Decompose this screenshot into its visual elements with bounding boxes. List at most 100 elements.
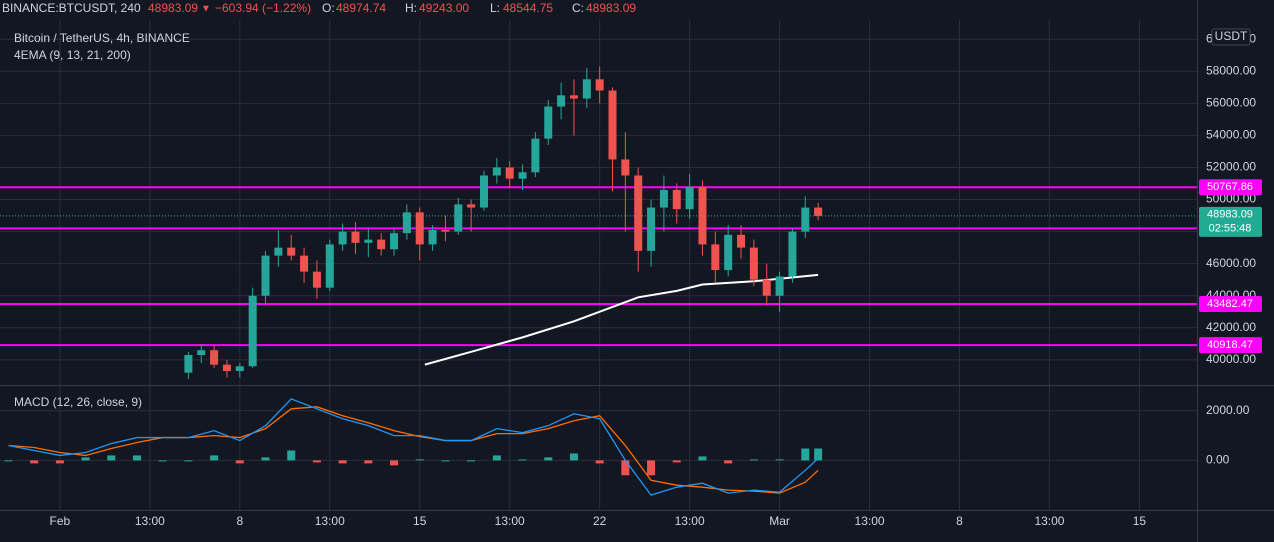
macd-legend: MACD (12, 26, close, 9) — [14, 395, 142, 409]
macd-histogram-bar — [390, 460, 399, 466]
x-tick-label: 13:00 — [495, 514, 525, 528]
x-tick-label: 8 — [236, 514, 243, 528]
level-badge — [1199, 296, 1262, 313]
macd-histogram-bar — [312, 460, 321, 463]
change: −603.94 (−1.22%) — [215, 1, 311, 15]
macd-tick-label: 0.00 — [1206, 453, 1230, 467]
open-label: O: — [322, 1, 335, 15]
macd-histogram-bar — [30, 460, 39, 464]
candle-body — [814, 207, 823, 216]
macd-histogram-bar — [595, 460, 604, 464]
macd-histogram-bar — [210, 455, 219, 461]
ema-line — [424, 273, 819, 366]
x-tick-label: 13:00 — [135, 514, 165, 528]
macd-histogram-bar — [338, 460, 347, 464]
macd-histogram-bar — [261, 457, 270, 461]
candle-body — [261, 255, 270, 296]
macd-histogram-bar — [814, 448, 823, 461]
y-tick-label: 58000.00 — [1206, 63, 1256, 77]
symbol: BINANCE:BTCUSDT, 240 — [2, 1, 141, 15]
macd-histogram-bar — [287, 450, 296, 461]
last-price-badge — [1199, 206, 1262, 237]
macd-histogram-bar — [467, 460, 476, 462]
x-tick-label: 13:00 — [855, 514, 885, 528]
candle-body — [197, 350, 206, 356]
macd-histogram-bar — [235, 460, 244, 464]
candle-body — [659, 189, 668, 208]
last-price-label: 48983.09 — [1207, 209, 1253, 221]
candle-body — [235, 366, 244, 372]
macd-histogram-bar — [107, 455, 116, 461]
down-arrow: ▼ — [201, 4, 211, 15]
candle-body — [505, 167, 514, 179]
macd-pane — [4, 398, 823, 496]
high-value: 49243.00 — [419, 1, 469, 15]
candle-body — [351, 231, 360, 243]
candle-body — [428, 229, 437, 245]
candle-body — [698, 186, 707, 245]
candle-body — [222, 364, 231, 372]
candle-body — [711, 244, 720, 271]
y-tick-label: 52000.00 — [1206, 160, 1256, 174]
candle-body — [634, 175, 643, 251]
macd-histogram-bar — [184, 460, 193, 462]
macd-histogram-bar — [518, 459, 527, 461]
candle-body — [364, 239, 373, 243]
close-value: 48983.09 — [586, 1, 636, 15]
close-label: C: — [572, 1, 584, 15]
candle-body — [479, 175, 488, 208]
last-price: 48983.09 — [148, 1, 198, 15]
candle-body — [300, 255, 309, 272]
candle-body — [582, 79, 591, 99]
candle-body — [557, 95, 566, 107]
macd-histogram-bar — [647, 460, 656, 476]
candle-body — [467, 204, 476, 208]
candle-body — [287, 247, 296, 256]
level-label: 50767.86 — [1207, 181, 1253, 193]
macd-histogram-bar — [801, 448, 810, 461]
x-tick-label: 15 — [413, 514, 427, 528]
candle-body — [518, 172, 527, 179]
y-tick-label: 42000.00 — [1206, 320, 1256, 334]
candle-body — [325, 244, 334, 288]
candle-body — [608, 90, 617, 160]
low-label: L: — [490, 1, 500, 15]
macd-histogram-bar — [81, 457, 90, 461]
y-tick-label: 40000.00 — [1206, 352, 1256, 366]
x-tick-label: Mar — [769, 514, 790, 528]
candle-body — [184, 355, 193, 373]
candle-body — [248, 295, 257, 367]
macd-signal-line — [8, 406, 819, 494]
x-tick-label: 8 — [956, 514, 963, 528]
candle-body — [762, 279, 771, 296]
x-tick-label: Feb — [50, 514, 71, 528]
candle-body — [685, 186, 694, 210]
macd-histogram-bar — [621, 460, 630, 476]
candle-body — [647, 207, 656, 251]
high-label: H: — [405, 1, 417, 15]
candle-body — [749, 247, 758, 280]
level-label: 43482.47 — [1207, 298, 1253, 310]
candle-body — [390, 233, 399, 250]
y-tick-label: 54000.00 — [1206, 128, 1256, 142]
candle-body — [274, 247, 283, 256]
candle-body — [737, 234, 746, 248]
candle-body — [544, 106, 553, 139]
y-tick-label: 46000.00 — [1206, 256, 1256, 270]
candle-body — [377, 239, 386, 250]
currency-badge — [1211, 28, 1251, 46]
x-tick-label: 15 — [1133, 514, 1147, 528]
macd-histogram-bar — [4, 460, 13, 462]
macd-tick-label: 2000.00 — [1206, 403, 1250, 417]
x-tick-label: 13:00 — [1034, 514, 1064, 528]
macd-histogram-bar — [749, 459, 758, 461]
level-badge — [1199, 179, 1262, 196]
open-value: 48974.74 — [336, 1, 386, 15]
macd-histogram-bar — [724, 460, 733, 464]
chart-title: Bitcoin / TetherUS, 4h, BINANCE — [14, 31, 190, 45]
price-pane — [0, 66, 1197, 380]
indicator-legend: 4EMA (9, 13, 21, 200) — [14, 48, 131, 62]
macd-histogram-bar — [544, 457, 553, 461]
